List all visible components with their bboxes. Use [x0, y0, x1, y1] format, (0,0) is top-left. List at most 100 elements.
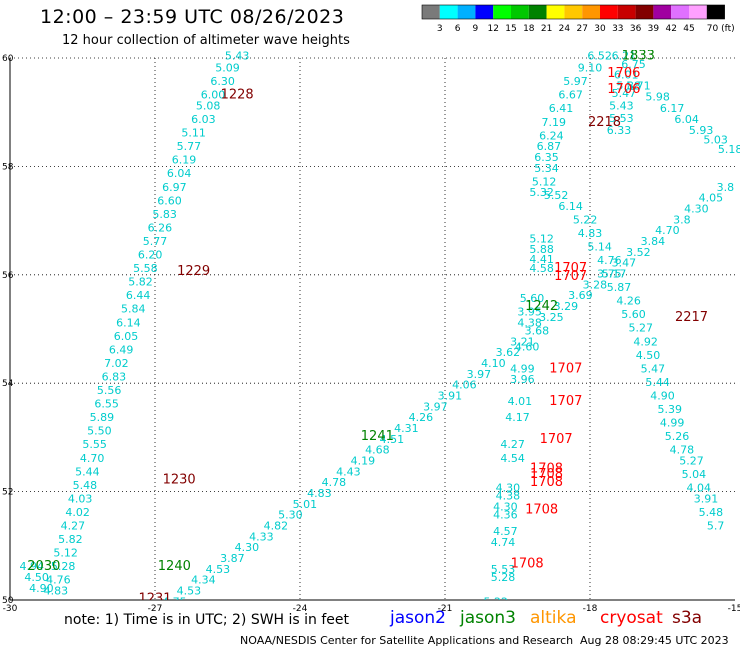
wave-height-value: 4.68 — [365, 444, 390, 457]
wave-height-value: 6.05 — [114, 330, 139, 343]
wave-height-value: 5.27 — [629, 322, 654, 335]
wave-height-value: 4.27 — [61, 520, 86, 533]
wave-height-value: 4.70 — [80, 452, 105, 465]
wave-height-value: 6.14 — [116, 316, 141, 329]
colorbar-tick-label: 33 — [612, 24, 623, 34]
wave-height-value: 5.44 — [645, 376, 670, 389]
legend-altika: altika — [530, 608, 577, 628]
wave-height-value: 4.02 — [65, 506, 90, 519]
x-tick-label: -15 — [728, 604, 740, 614]
colorbar-swatch — [457, 5, 476, 19]
wave-height-value: 4.34 — [191, 574, 216, 587]
colorbar-tick-label: 15 — [505, 24, 516, 34]
wave-height-value: 5.53 — [491, 563, 516, 576]
wave-height-value: 4.90 — [650, 389, 675, 402]
wave-height-value: 6.83 — [102, 370, 127, 383]
wave-height-value: 4.30 — [496, 482, 521, 495]
y-tick-label: 58 — [2, 162, 14, 172]
wave-height-value: 4.82 — [264, 520, 289, 533]
wave-height-value: 3.62 — [496, 346, 521, 359]
generation-timestamp: Aug 28 08:29:45 UTC 2023 — [580, 634, 729, 647]
wave-height-value: 6.87 — [537, 140, 562, 153]
wave-height-value: 6.67 — [558, 89, 583, 102]
wave-height-value: 5.34 — [534, 162, 559, 175]
pass-time-label: 1230 — [163, 472, 196, 487]
colorbar-swatch — [546, 5, 565, 19]
wave-height-value: 3.47 — [612, 257, 637, 270]
wave-height-value: 6.55 — [94, 398, 119, 411]
wave-height-value: 5.28 — [491, 571, 516, 584]
wave-height-value: 3.21 — [510, 335, 535, 348]
wave-height-value: 9.10 — [578, 62, 603, 75]
wave-height-value: 6.04 — [167, 167, 192, 180]
wave-height-value: 5.12 — [532, 175, 557, 188]
wave-height-value: 4.90 — [29, 582, 54, 595]
wave-height-value: 3.28 — [583, 278, 608, 291]
colorbar-swatch — [422, 5, 440, 19]
wave-height-value: 4.33 — [249, 530, 274, 543]
wave-height-value: 4.58 — [529, 262, 554, 275]
wave-height-value: 5.82 — [128, 276, 153, 289]
pass-time-label: 1706 — [607, 66, 640, 81]
wave-height-value: 5.09 — [215, 62, 240, 75]
pass-time-label: 1706 — [607, 82, 640, 97]
wave-height-value: 6.20 — [138, 249, 163, 262]
wave-height-value: 5.48 — [699, 506, 724, 519]
colorbar-swatch — [600, 5, 618, 19]
wave-height-value: 5.89 — [90, 411, 115, 424]
wave-height-value: 4.01 — [508, 395, 533, 408]
chart-subtitle: 12 hour collection of altimeter wave hei… — [62, 33, 350, 48]
legend-jason3: jason3 — [460, 608, 516, 628]
x-tick-label: -21 — [438, 604, 453, 614]
wave-height-value: 4.41 — [529, 253, 554, 266]
wave-height-value: 4.05 — [699, 192, 724, 205]
pass-time-label: 1228 — [221, 88, 254, 103]
wave-height-value: 3.25 — [539, 311, 564, 324]
colorbar-swatch — [706, 5, 725, 19]
wave-height-value: 5.87 — [607, 281, 632, 294]
wave-height-value: 6.75 — [621, 58, 646, 71]
wave-height-value: 3.75 — [597, 268, 622, 281]
wave-height-value: 6.52 — [587, 50, 612, 63]
wave-height-value: 5.08 — [196, 99, 221, 112]
wave-height-value: 6.97 — [162, 181, 187, 194]
wave-height-value: 3.29 — [554, 300, 579, 313]
colorbar-swatch — [582, 5, 600, 19]
wave-height-value: 5.60 — [520, 292, 545, 305]
plot-marks: 5.435.096.306.005.086.035.115.776.196.04… — [20, 49, 740, 600]
wave-height-value: 5.60 — [621, 308, 646, 321]
wave-height-value: 4.03 — [68, 492, 93, 505]
wave-height-value: 3.69 — [568, 289, 593, 302]
y-tick-label: 50 — [2, 596, 14, 606]
wave-height-value: 6.33 — [607, 124, 632, 137]
wave-height-value: 5.22 — [573, 213, 598, 226]
pass-time-label: 1707 — [549, 361, 582, 376]
wave-height-value: 4.57 — [493, 525, 518, 538]
wave-height-value: 3.8 — [673, 213, 691, 226]
wave-height-value: 5.53 — [609, 112, 634, 125]
colorbar-tick-label: 12 — [487, 24, 498, 34]
wave-height-value: 3.91 — [438, 389, 463, 402]
pass-time-label: 1833 — [622, 49, 655, 64]
wave-height-value: 4.50 — [24, 571, 49, 584]
colorbar-tick-label: 45 — [683, 24, 694, 34]
wave-height-value: 5.28 — [51, 560, 76, 573]
wave-height-value: 5.93 — [689, 124, 714, 137]
colorbar-tick-label: 24 — [559, 24, 571, 34]
wave-height-value: 4.76 — [46, 574, 71, 587]
wave-height-value: 5.56 — [97, 384, 122, 397]
wave-height-value: 4.94 — [20, 560, 45, 573]
legend-cryosat: cryosat — [600, 608, 663, 628]
wave-height-value: 5.7 — [707, 520, 725, 533]
wave-height-value: 5.82 — [58, 533, 83, 546]
pass-time-label: 1240 — [158, 559, 191, 574]
colorbar-swatch — [617, 5, 636, 19]
wave-height-value: 6.41 — [549, 102, 574, 115]
wave-height-value: 4.38 — [517, 316, 542, 329]
wave-height-value: 5.83 — [152, 208, 177, 221]
wave-height-value: 5.88 — [529, 243, 554, 256]
pass-time-label: 2217 — [675, 310, 708, 325]
colorbar-swatch — [528, 5, 547, 19]
wave-height-value: 5.48 — [73, 479, 98, 492]
wave-height-value: 4.60 — [515, 341, 540, 354]
